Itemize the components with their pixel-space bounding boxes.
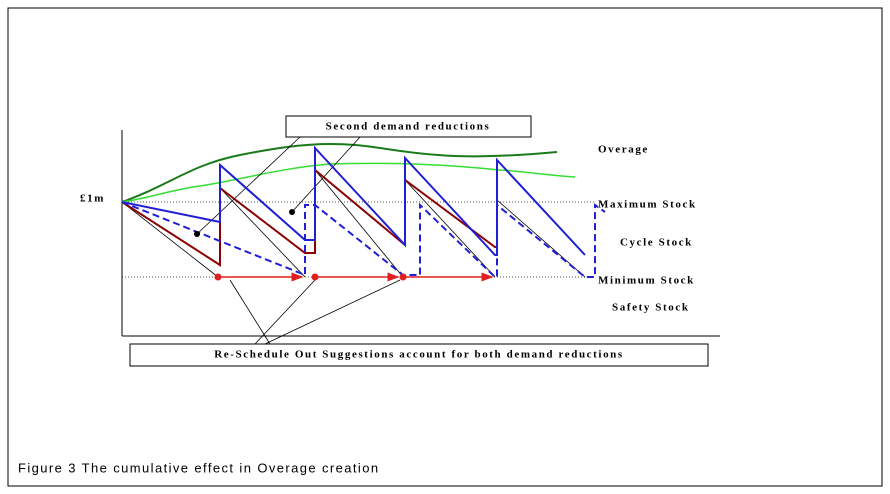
rescheduled-stock <box>121 201 606 278</box>
cycle-stock-label: Cycle Stock <box>620 237 693 249</box>
overage-label: Overage <box>598 144 649 156</box>
note-box-text: Re-Schedule Out Suggestions account for … <box>214 349 624 361</box>
frame <box>7 7 883 487</box>
safety-stock-label: Safety Stock <box>612 302 690 314</box>
reschedule-dots <box>214 273 407 281</box>
title-box-text: Second demand reductions <box>326 121 491 133</box>
overage-curve <box>121 143 558 203</box>
maximum-stock-label: Maximum Stock <box>598 199 697 211</box>
caption: Figure 3 The cumulative effect in Overag… <box>18 460 379 475</box>
one-million-label: £1m <box>80 193 105 205</box>
reduction-dot <box>194 231 200 237</box>
title-box <box>285 115 532 138</box>
guide-lines <box>121 136 586 345</box>
reduction-dot <box>289 209 295 215</box>
minimum-stock-label: Minimum Stock <box>598 275 695 287</box>
note-box <box>129 343 709 367</box>
